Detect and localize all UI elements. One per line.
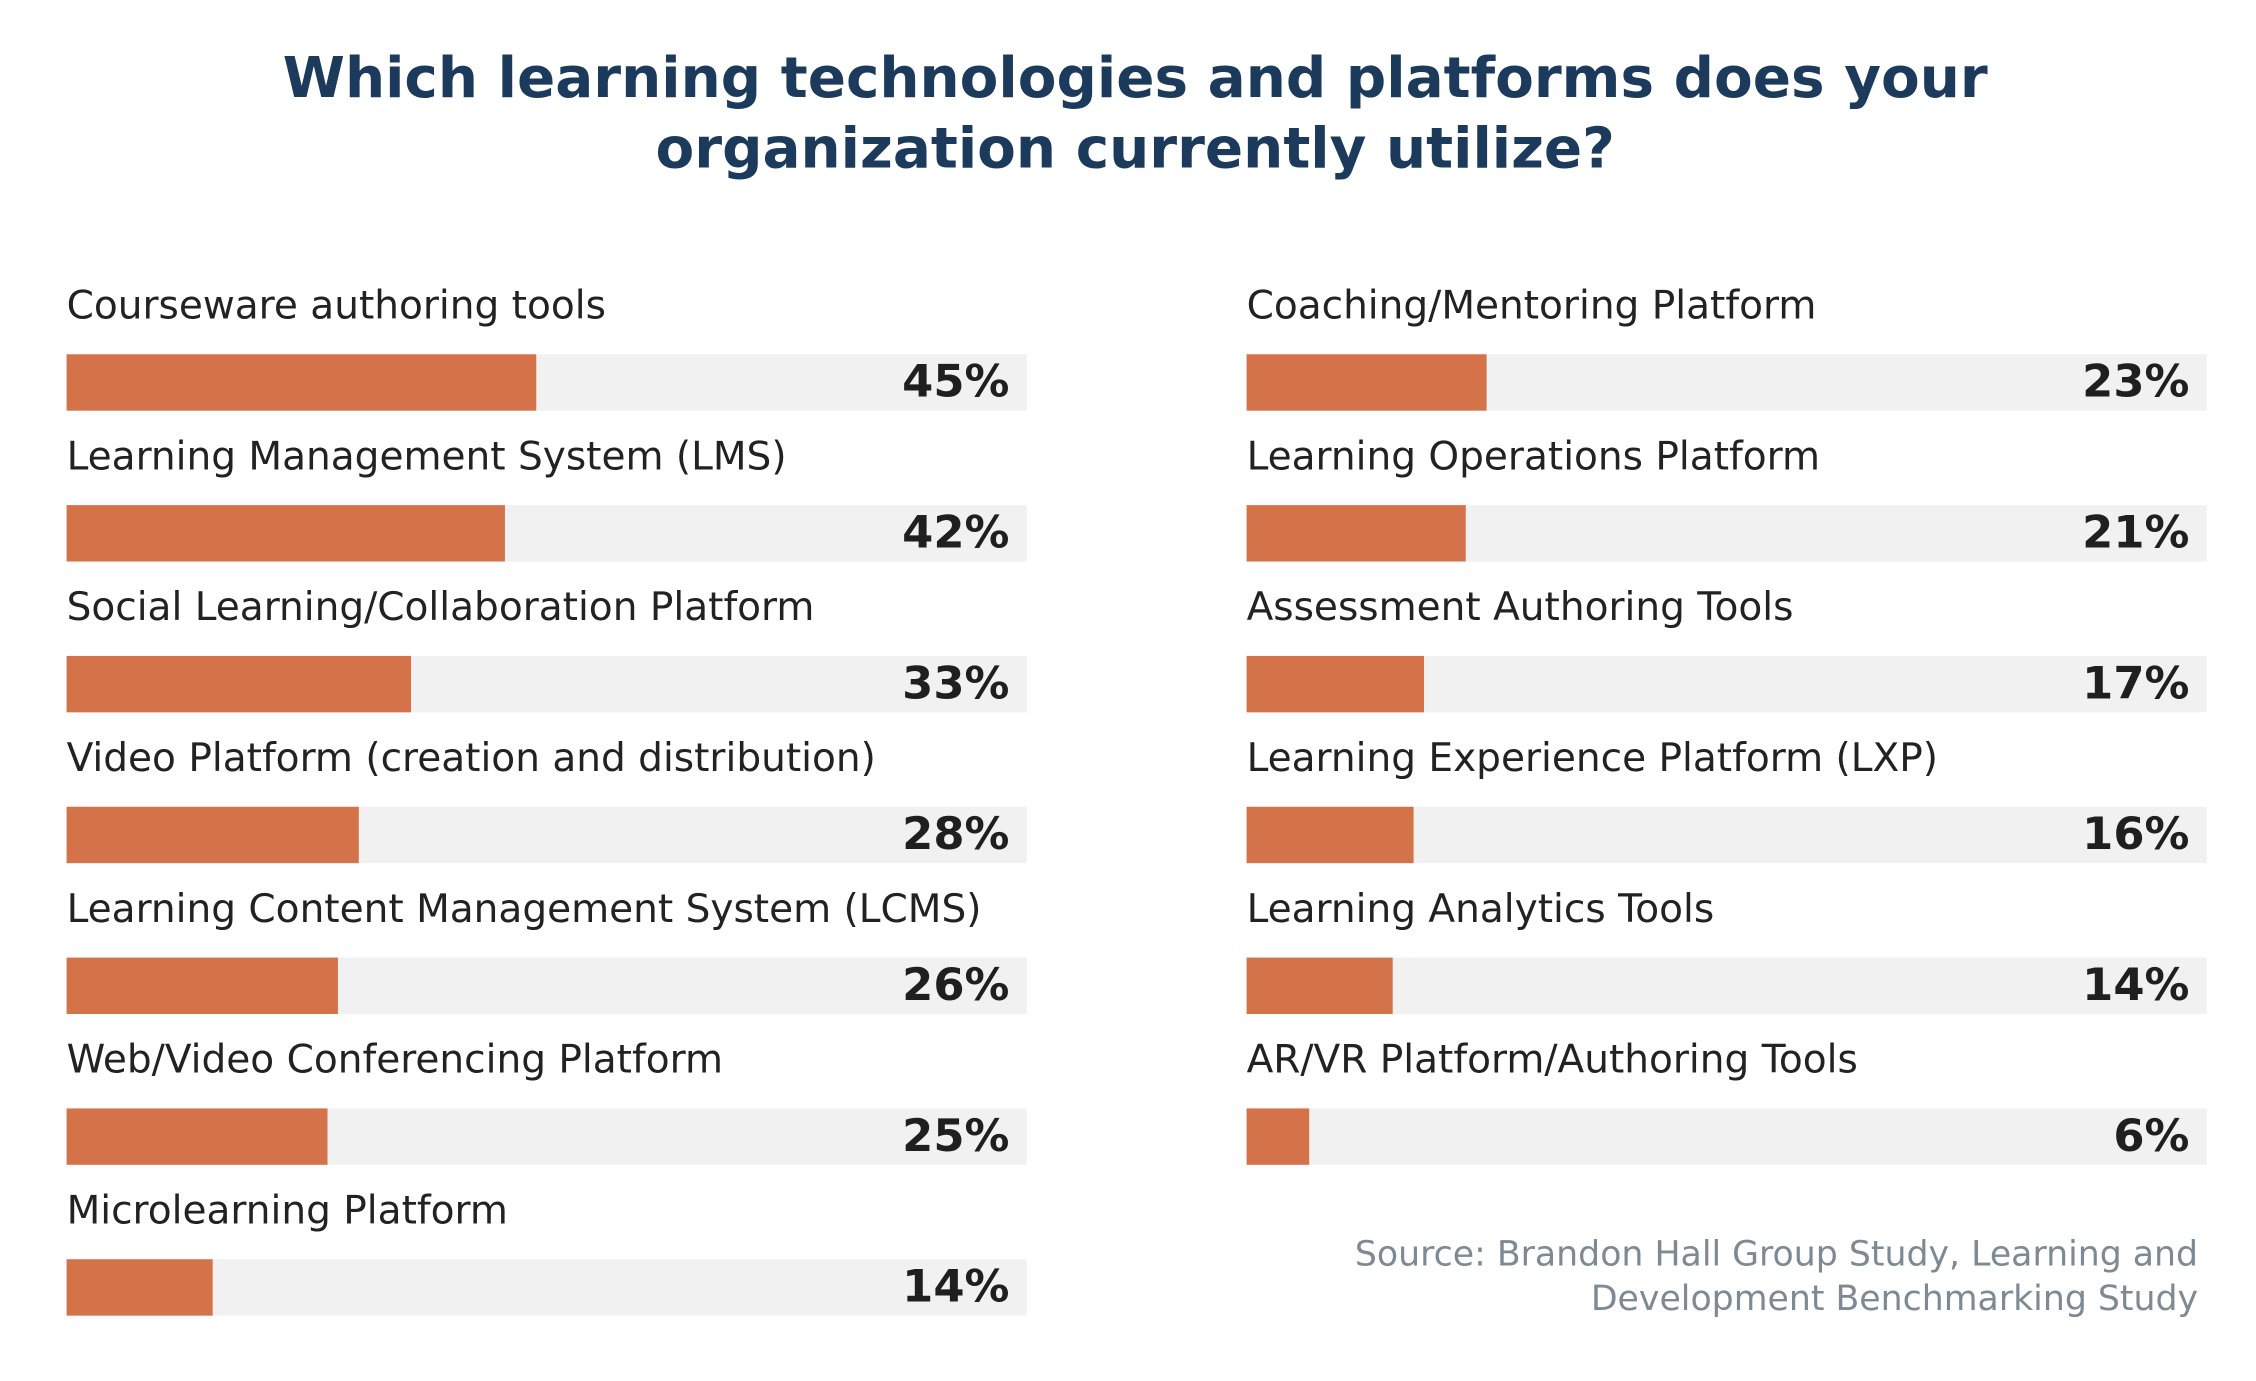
category-label: Assessment Authoring Tools <box>1247 585 1794 630</box>
bar <box>1246 505 1466 562</box>
bar <box>66 806 359 864</box>
source-note: Source: Brandon Hall Group Study, Learni… <box>1354 1233 2199 1319</box>
bar-track <box>66 1259 1027 1316</box>
bar <box>66 957 338 1014</box>
bar <box>1246 354 1487 411</box>
category-label: Coaching/Mentoring Platform <box>1247 284 1817 329</box>
value-label: 26% <box>902 958 1009 1011</box>
category-label: Web/Video Conferencing Platform <box>67 1038 723 1083</box>
chart-title: Which learning technologies and platform… <box>282 46 1988 183</box>
value-label: 45% <box>902 355 1009 408</box>
value-label: 21% <box>2082 505 2189 558</box>
bar-track <box>1246 1108 2207 1165</box>
value-label: 17% <box>2082 656 2189 709</box>
value-label: 14% <box>902 1260 1009 1313</box>
category-label: Social Learning/Collaboration Platform <box>67 585 815 630</box>
title-box: Which learning technologies and platform… <box>282 46 1988 183</box>
category-label: Microlearning Platform <box>67 1188 508 1233</box>
category-label: AR/VR Platform/Authoring Tools <box>1247 1038 1858 1083</box>
value-label: 6% <box>2113 1109 2189 1162</box>
bar <box>66 1259 213 1316</box>
bar-track <box>1246 957 2207 1014</box>
value-label: 16% <box>2082 807 2189 860</box>
bar <box>66 354 537 411</box>
value-label: 33% <box>902 656 1009 709</box>
category-label: Learning Content Management System (LCMS… <box>67 887 982 932</box>
source-box: Source: Brandon Hall Group Study, Learni… <box>1354 1233 2199 1319</box>
category-label: Learning Operations Platform <box>1247 434 1820 479</box>
value-label: 42% <box>902 505 1009 558</box>
category-label: Learning Analytics Tools <box>1247 887 1715 932</box>
bar <box>66 655 411 713</box>
bar <box>66 1108 328 1165</box>
value-label: 25% <box>902 1109 1009 1162</box>
bar <box>1246 806 1414 864</box>
bar <box>66 505 505 562</box>
category-label: Learning Experience Platform (LXP) <box>1247 736 1938 781</box>
category-label: Video Platform (creation and distributio… <box>67 736 876 781</box>
bar <box>1246 655 1425 713</box>
category-label: Learning Management System (LMS) <box>67 434 787 479</box>
value-label: 14% <box>2082 958 2189 1011</box>
bar <box>1246 1108 1310 1165</box>
category-label: Courseware authoring tools <box>67 284 606 329</box>
value-label: 28% <box>902 807 1009 860</box>
value-label: 23% <box>2082 355 2189 408</box>
bar <box>1246 957 1393 1014</box>
